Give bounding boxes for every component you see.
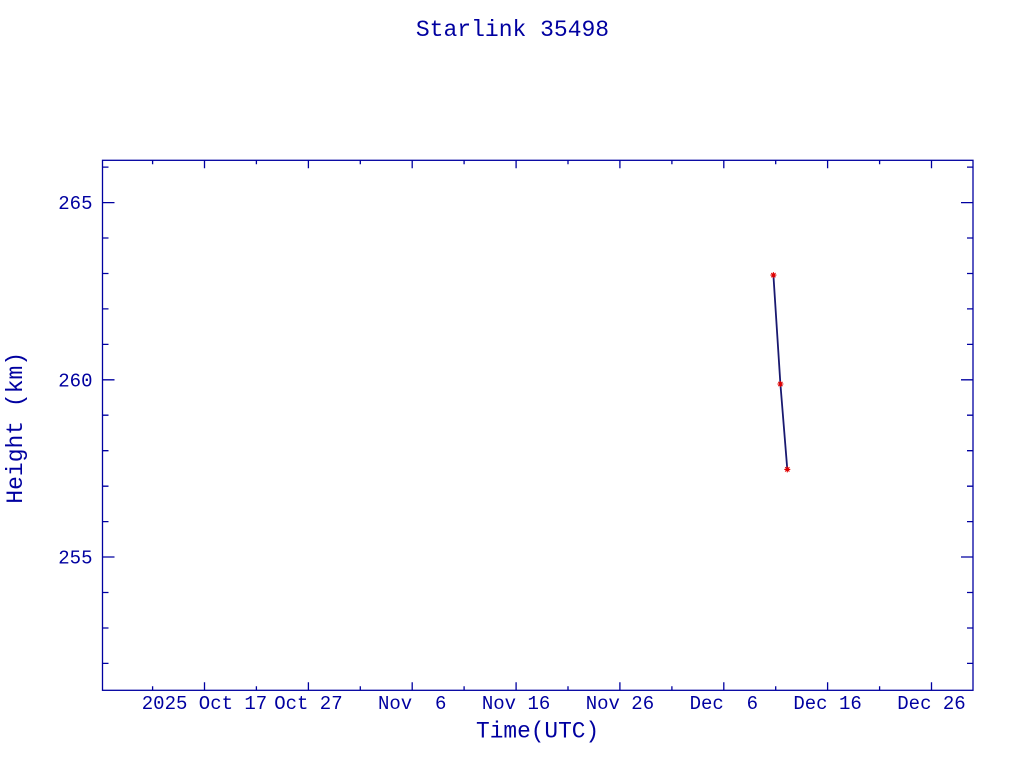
svg-text:Nov 6: Nov 6	[378, 693, 446, 715]
svg-text:255: 255	[58, 548, 92, 570]
svg-text:Oct 27: Oct 27	[274, 693, 342, 715]
svg-text:260: 260	[58, 370, 92, 392]
svg-text:Dec 6: Dec 6	[690, 693, 758, 715]
svg-text:Dec 16: Dec 16	[793, 693, 861, 715]
svg-text:Time(UTC): Time(UTC)	[476, 718, 599, 744]
svg-text:Nov 26: Nov 26	[586, 693, 654, 715]
svg-text:Starlink 35498: Starlink 35498	[416, 17, 609, 43]
svg-text:2025 Oct 17: 2025 Oct 17	[142, 693, 267, 715]
svg-text:Dec 26: Dec 26	[897, 693, 965, 715]
svg-text:Height (km): Height (km)	[3, 352, 29, 504]
svg-text:Nov 16: Nov 16	[482, 693, 550, 715]
svg-text:265: 265	[58, 193, 92, 215]
